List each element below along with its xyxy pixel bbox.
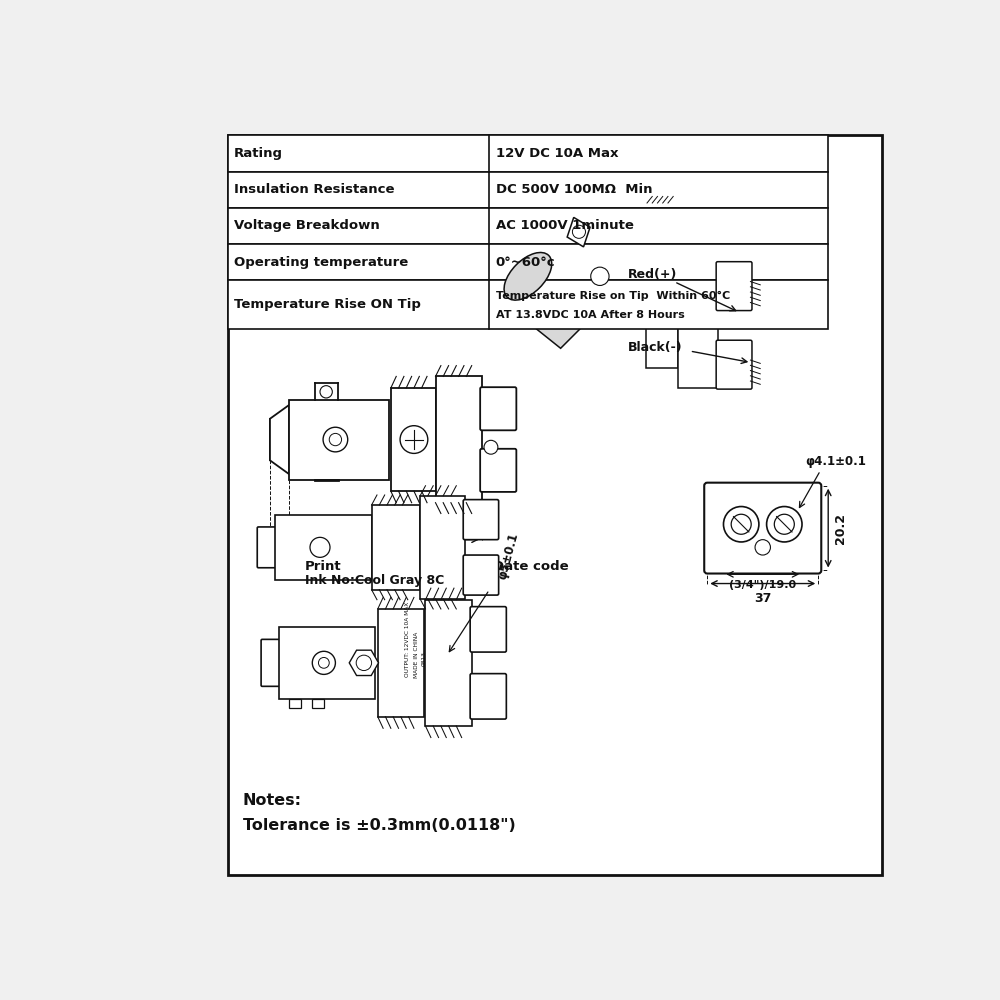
Text: Insulation Resistance: Insulation Resistance bbox=[234, 183, 394, 196]
Text: (18): (18) bbox=[444, 527, 473, 540]
Text: Black(-): Black(-) bbox=[628, 341, 683, 354]
Text: Temperature Rise on Tip  Within 60°C: Temperature Rise on Tip Within 60°C bbox=[496, 291, 730, 301]
Bar bbox=[228, 280, 828, 329]
FancyBboxPatch shape bbox=[463, 500, 499, 540]
Text: AC 1000V 1minute: AC 1000V 1minute bbox=[496, 219, 633, 232]
FancyBboxPatch shape bbox=[257, 527, 276, 568]
Circle shape bbox=[312, 651, 335, 674]
Bar bbox=[312, 699, 324, 708]
Bar bbox=[678, 230, 718, 388]
FancyBboxPatch shape bbox=[480, 449, 516, 492]
Text: 0°~60°c: 0°~60°c bbox=[496, 256, 555, 269]
Text: Tolerance is ±0.3mm(0.0118"): Tolerance is ±0.3mm(0.0118") bbox=[243, 818, 516, 833]
Text: 37: 37 bbox=[754, 592, 771, 605]
Text: OUTPUT: 12VDC 10A MAX: OUTPUT: 12VDC 10A MAX bbox=[405, 602, 410, 677]
Bar bbox=[646, 204, 678, 368]
Bar bbox=[420, 496, 465, 599]
Circle shape bbox=[318, 657, 329, 668]
Text: Ink No:Cool Gray 8C: Ink No:Cool Gray 8C bbox=[305, 574, 444, 587]
FancyBboxPatch shape bbox=[261, 639, 280, 686]
Circle shape bbox=[320, 386, 332, 398]
Text: Print: Print bbox=[305, 560, 341, 573]
Polygon shape bbox=[567, 217, 590, 247]
Bar bbox=[425, 600, 472, 726]
Text: AT 13.8VDC 10A After 8 Hours: AT 13.8VDC 10A After 8 Hours bbox=[496, 310, 684, 320]
Polygon shape bbox=[528, 204, 678, 348]
FancyBboxPatch shape bbox=[716, 262, 752, 311]
Bar bbox=[228, 172, 828, 208]
FancyBboxPatch shape bbox=[716, 340, 752, 389]
Circle shape bbox=[356, 655, 372, 671]
Text: Temperature Rise ON Tip: Temperature Rise ON Tip bbox=[234, 298, 421, 311]
Text: DC 500V 100MΩ  Min: DC 500V 100MΩ Min bbox=[496, 183, 652, 196]
Text: φ5±0.1: φ5±0.1 bbox=[496, 531, 521, 581]
Bar bbox=[372, 505, 420, 590]
Circle shape bbox=[329, 433, 342, 446]
Circle shape bbox=[774, 514, 794, 534]
Circle shape bbox=[591, 267, 609, 285]
Text: φ4.1±0.1: φ4.1±0.1 bbox=[805, 455, 866, 468]
Circle shape bbox=[755, 540, 770, 555]
Circle shape bbox=[484, 440, 498, 454]
Text: 12V DC 10A Max: 12V DC 10A Max bbox=[496, 147, 618, 160]
Bar bbox=[270, 419, 289, 460]
Bar bbox=[289, 400, 389, 480]
FancyBboxPatch shape bbox=[480, 387, 516, 430]
Bar bbox=[391, 388, 436, 491]
Text: Rating: Rating bbox=[234, 147, 283, 160]
Bar bbox=[275, 515, 372, 580]
Circle shape bbox=[731, 514, 751, 534]
Text: Date code: Date code bbox=[493, 560, 569, 573]
Bar bbox=[279, 627, 375, 699]
Bar bbox=[289, 699, 301, 708]
Text: 20.2: 20.2 bbox=[834, 513, 847, 544]
Text: (98.5): (98.5) bbox=[355, 546, 397, 559]
FancyBboxPatch shape bbox=[470, 607, 506, 652]
Polygon shape bbox=[270, 405, 289, 474]
Circle shape bbox=[310, 537, 330, 557]
Bar bbox=[436, 376, 482, 503]
FancyBboxPatch shape bbox=[704, 483, 821, 574]
Text: (3/4")/19.0: (3/4")/19.0 bbox=[729, 580, 796, 590]
Circle shape bbox=[572, 225, 585, 238]
Circle shape bbox=[323, 427, 348, 452]
Text: 0813: 0813 bbox=[421, 652, 426, 666]
Bar bbox=[378, 609, 424, 717]
Bar bbox=[228, 135, 828, 172]
Text: Operating temperature: Operating temperature bbox=[234, 256, 408, 269]
Text: MADE IN CHINA: MADE IN CHINA bbox=[414, 632, 419, 678]
Text: Voltage Breakdown: Voltage Breakdown bbox=[234, 219, 380, 232]
Bar bbox=[228, 135, 882, 875]
Polygon shape bbox=[646, 204, 737, 230]
Ellipse shape bbox=[504, 252, 552, 300]
Text: Red(+): Red(+) bbox=[628, 268, 677, 281]
Circle shape bbox=[767, 507, 802, 542]
Text: Notes:: Notes: bbox=[243, 793, 302, 808]
Circle shape bbox=[400, 426, 428, 453]
Text: 73.5±0.3: 73.5±0.3 bbox=[331, 527, 394, 540]
FancyBboxPatch shape bbox=[470, 674, 506, 719]
Bar bbox=[228, 208, 828, 244]
FancyBboxPatch shape bbox=[463, 555, 499, 595]
Bar bbox=[228, 244, 828, 280]
Circle shape bbox=[723, 507, 759, 542]
